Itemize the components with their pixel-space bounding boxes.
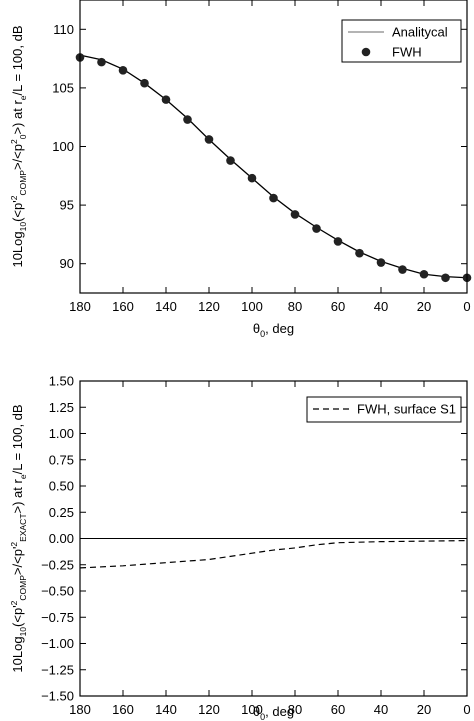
top-chart-legend-swatch-fwh [361, 47, 371, 57]
bottom-chart-ytick-label: 0.00 [49, 531, 74, 546]
top-chart-point-fwh [290, 210, 300, 219]
bottom-chart-ytick-label: −0.75 [41, 610, 74, 625]
bottom-chart-ytick-label: 0.50 [49, 479, 74, 494]
top-chart-xtick-label: 160 [112, 299, 134, 314]
bottom-chart-xtick-label: 140 [155, 702, 177, 717]
top-chart-point-fwh [312, 224, 321, 233]
top-chart-xtick-label: 40 [374, 299, 388, 314]
top-chart-legend-label-analitycal: Analitycal [392, 25, 448, 40]
bottom-chart-ytick-label: 1.00 [49, 426, 74, 441]
bottom-chart-xtick-label: 160 [112, 702, 134, 717]
top-chart-legend: Analitycal FWH [341, 19, 462, 63]
top-chart-ytick-label: 95 [60, 198, 74, 213]
top-chart-legend-label-fwh: FWH [392, 45, 422, 60]
top-chart-ytick-label: 110 [53, 22, 74, 37]
top-chart-xtick-label: 120 [198, 299, 220, 314]
bottom-chart-ytick-label: −1.50 [41, 689, 74, 704]
top-chart-point-fwh [118, 66, 128, 75]
top-chart-series-analitycal [79, 54, 468, 279]
bottom-chart-ytick-label: −0.25 [41, 557, 74, 572]
bottom-chart-xtick-label: 20 [417, 702, 431, 717]
top-chart-point-fwh [376, 258, 386, 267]
bottom-chart-frame [79, 380, 468, 697]
top-chart-xtick-label: 180 [69, 299, 91, 314]
bottom-chart-ticks: 180 160 140 120 100 80 60 40 20 0 −1.50 −1.25 −1.00 −… [41, 374, 471, 718]
bottom-chart-ytick-label: −1.25 [41, 662, 74, 677]
bottom-chart-xtick-label: 40 [374, 702, 388, 717]
top-chart-point-fwh [441, 273, 450, 283]
top-chart-plot [75, 53, 472, 283]
top-chart-xtick-label: 60 [331, 299, 345, 314]
bottom-chart-xtick-label: 180 [69, 702, 91, 717]
top-chart-panel: 10Log10(<p'2COMP>/<p20>) at re/L = 100, … [9, 0, 472, 339]
top-chart-xtick-label: 20 [417, 299, 431, 314]
top-chart-point-fwh [269, 193, 278, 203]
top-chart-xtick-label: 100 [241, 299, 263, 314]
bottom-chart-legend-label-fwh-surface-s1: FWH, surface S1 [357, 402, 456, 417]
bottom-chart-ylabel: 10Log10(<p'2COMP>/<p'2EXACT>) at re/L = … [9, 404, 28, 672]
top-chart-legend-box [341, 19, 462, 63]
top-chart-ylabel-text: 10Log10(<p'2COMP>/<p20>) at re/L = 100, … [9, 25, 28, 267]
bottom-chart-ytick-label: 0.75 [49, 452, 74, 467]
top-chart-xtick-label: 80 [288, 299, 302, 314]
top-chart-point-fwh [204, 135, 214, 144]
bottom-chart-xtick-label: 80 [288, 702, 302, 717]
bottom-chart-xtick-label: 0 [463, 702, 470, 717]
bottom-chart-ytick-label: 0.25 [49, 505, 74, 520]
top-chart-point-fwh [419, 269, 429, 279]
top-chart-point-fwh [161, 95, 171, 104]
top-chart-point-fwh [183, 115, 192, 124]
top-chart-ytick-label: 90 [60, 256, 74, 271]
bottom-chart-ytick-label: −1.00 [41, 636, 74, 651]
bottom-chart-ytick-label: −0.50 [41, 584, 74, 599]
top-chart-point-fwh [247, 173, 257, 183]
top-chart-point-fwh [333, 237, 343, 246]
top-chart-ytick-label: 100 [52, 139, 74, 154]
top-chart-point-fwh [226, 156, 235, 165]
top-chart-point-fwh [97, 57, 106, 67]
top-chart-point-fwh [398, 265, 407, 274]
top-chart-xlabel: θ0, deg [253, 321, 294, 339]
bottom-chart-ytick-label: 1.50 [49, 374, 74, 389]
bottom-chart-plot [79, 538, 468, 569]
top-chart-point-fwh [140, 78, 149, 88]
bottom-chart-xtick-label: 100 [241, 702, 263, 717]
top-chart-xtick-label: 140 [155, 299, 177, 314]
bottom-chart-legend-box [306, 396, 462, 423]
bottom-chart-xlabel: θ0, deg [253, 704, 294, 721]
bottom-chart-legend: FWH, surface S1 [306, 396, 462, 423]
bottom-chart-xtick-label: 60 [331, 702, 345, 717]
top-chart-ylabel: 10Log10(<p'2COMP>/<p20>) at re/L = 100, … [9, 25, 28, 267]
top-chart-frame [79, 0, 468, 294]
bottom-chart-series-fwh-surface-s1 [79, 540, 468, 569]
top-chart-ytick-label: 105 [52, 80, 74, 95]
top-chart-ticks: 180 160 140 120 100 80 60 40 20 0 90 95 100 105 110 [52, 0, 471, 314]
bottom-chart-ytick-label: 1.25 [49, 400, 74, 415]
bottom-chart-panel: 10Log10(<p'2COMP>/<p'2EXACT>) at re/L = … [9, 374, 471, 721]
bottom-chart-xtick-label: 120 [198, 702, 220, 717]
bottom-chart-ylabel-text: 10Log10(<p'2COMP>/<p'2EXACT>) at re/L = … [9, 404, 28, 672]
top-chart-point-fwh [355, 248, 364, 258]
top-chart-xtick-label: 0 [463, 299, 470, 314]
